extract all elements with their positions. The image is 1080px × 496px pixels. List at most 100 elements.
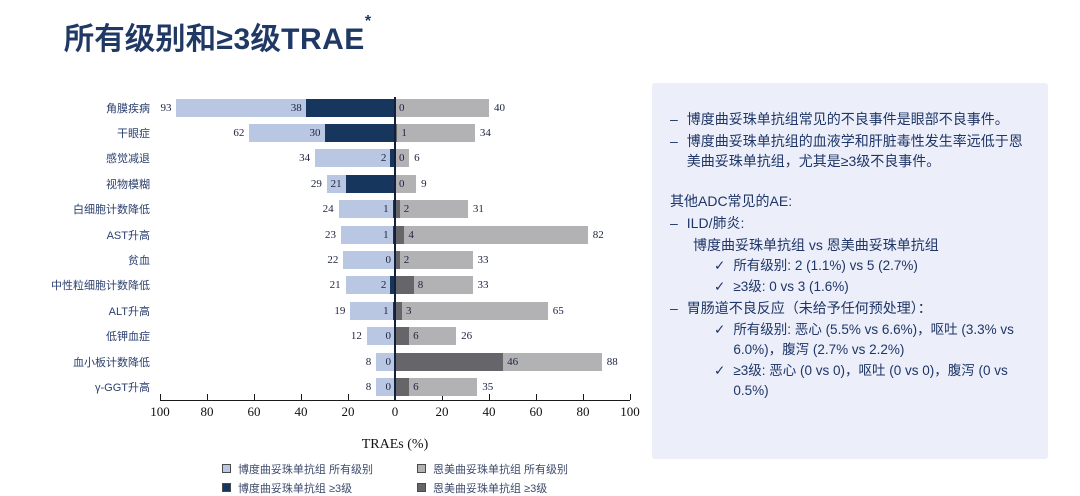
value-right-all: 31 [472, 203, 484, 216]
row-plot: 62 30 1 34 [160, 120, 630, 145]
bar-row: 血小板计数降低 8 0 46 88 [0, 349, 648, 374]
axis-tick-label: 20 [341, 403, 355, 419]
axis-tick-label: 60 [529, 403, 543, 419]
value-right-g3: 1 [401, 127, 407, 140]
bar-right-g3 [395, 352, 504, 371]
value-right-g3: 8 [417, 279, 424, 292]
panel-bullet-text: 所有级别: 恶心 (5.5% vs 6.6%)，呕吐 (3.3% vs 6.0%… [733, 321, 1014, 357]
bar-left-g3 [392, 200, 395, 219]
bar-left-g3 [305, 98, 395, 117]
category-label: 贫血 [128, 255, 150, 268]
value-right-all: 35 [482, 380, 494, 393]
row-plot: 12 0 6 26 [160, 324, 630, 349]
axis-tick [630, 393, 631, 400]
bar-right-all [395, 377, 478, 396]
value-left-g3: 0 [385, 254, 392, 267]
axis-tick-label: 80 [576, 403, 590, 419]
bar-row: ALT升高 19 1 3 65 [0, 298, 648, 323]
bar-left-all [350, 301, 395, 320]
value-right-all: 6 [414, 152, 420, 165]
value-left-all: 23 [324, 228, 336, 241]
row-plot: 19 1 3 65 [160, 298, 630, 323]
bar-right-all [395, 225, 588, 244]
value-left-all: 24 [322, 203, 334, 216]
bar-left-all [376, 352, 395, 371]
axis-tick [348, 393, 349, 400]
page-title-asterisk: * [364, 13, 372, 30]
axis-tick [301, 393, 302, 400]
category-label: ALT升高 [108, 305, 150, 318]
axis-tick-label: 100 [620, 403, 640, 419]
axis-tick [254, 393, 255, 400]
bar-right-all [395, 149, 410, 168]
panel-bullet-text: 博度曲妥珠单抗组的血液学和肝脏毒性发生率远低于恩美曲妥珠单抗组，尤其是≥3级不良… [686, 132, 1023, 170]
value-right-g3: 6 [413, 330, 419, 343]
bar-right-all [395, 276, 473, 295]
x-axis-title: TRAEs (%) [361, 436, 429, 452]
value-left-g3: 2 [380, 152, 387, 165]
bar-right-all [395, 124, 475, 143]
bar-left-g3 [392, 225, 395, 244]
bar-right-g3 [395, 200, 400, 219]
value-left-g3: 0 [385, 330, 392, 343]
panel-bullet-text: 博度曲妥珠单抗组常见的不良事件是眼部不良事件。 [686, 111, 1009, 127]
bar-row: AST升高 23 1 4 82 [0, 222, 648, 247]
value-right-g3: 0 [399, 101, 405, 114]
value-right-all: 88 [606, 355, 618, 368]
legend-label: 博度曲妥珠单抗组 所有级别 [237, 463, 373, 476]
legend-swatch-icon [417, 464, 426, 474]
bar-right-g3 [395, 251, 400, 270]
bar-left-g3 [345, 174, 395, 193]
summary-panel: – 博度曲妥珠单抗组常见的不良事件是眼部不良事件。 – 博度曲妥珠单抗组的血液学和肝脏… [652, 83, 1048, 459]
bar-left-all [338, 200, 395, 219]
bar-row: 低钾血症 12 0 6 26 [0, 324, 648, 349]
bar-left-g3 [392, 301, 395, 320]
category-label: 干眼症 [117, 128, 150, 141]
legend-label: 恩美曲妥珠单抗组 所有级别 [433, 463, 569, 476]
value-left-g3: 1 [383, 203, 389, 216]
axis-tick-label: 0 [391, 403, 399, 419]
bar-row: γ-GGT升高 8 0 6 35 [0, 374, 648, 399]
category-label: 角膜疾病 [106, 102, 150, 115]
panel-bullet-text: ILD/肺炎: [686, 214, 745, 231]
value-right-g3: 4 [408, 228, 414, 241]
dash-icon: – [670, 132, 678, 149]
value-left-g3: 1 [383, 304, 389, 317]
panel-subline: 博度曲妥珠单抗组 vs 恩美曲妥珠单抗组 [693, 236, 939, 253]
row-plot: 93 38 0 40 [160, 95, 630, 120]
bar-left-all [343, 251, 395, 270]
value-right-all: 33 [477, 279, 489, 292]
bar-right-g3 [395, 301, 403, 320]
panel-bullet: – ILD/肺炎: [670, 213, 1030, 234]
axis-tick [583, 393, 584, 400]
value-left-g3: 0 [385, 355, 392, 368]
panel-bullet: ✓ ≥3级: 0 vs 3 (1.6%) [670, 277, 1030, 297]
axis-tick-label: 40 [294, 403, 308, 419]
value-right-g3: 0 [399, 152, 405, 165]
axis-tick-label: 80 [200, 403, 214, 419]
bar-row: 中性粒细胞计数降低 21 2 8 33 [0, 273, 648, 298]
bar-row: 干眼症 62 30 1 34 [0, 120, 648, 145]
value-right-all: 33 [477, 254, 489, 267]
value-right-all: 82 [592, 228, 604, 241]
bar-right-all [395, 327, 457, 346]
value-right-all: 26 [461, 330, 473, 343]
axis-tick-label: 40 [482, 403, 496, 419]
value-left-g3: 21 [330, 177, 342, 190]
panel-bullet: – 胃肠道不良反应（未给予任何预处理）： [670, 298, 1030, 319]
value-right-g3: 0 [399, 177, 405, 190]
row-plot: 24 1 2 31 [160, 197, 630, 222]
bar-left-all [376, 377, 395, 396]
bar-right-g3 [395, 327, 410, 346]
check-icon: ✓ [714, 279, 726, 295]
value-right-all: 34 [479, 127, 491, 140]
check-icon: ✓ [714, 258, 726, 274]
row-plot: 29 21 0 9 [160, 171, 630, 196]
value-left-g3: 1 [383, 228, 389, 241]
bar-right-all [395, 301, 548, 320]
category-label: γ-GGT升高 [95, 381, 150, 394]
bar-right-all [395, 200, 468, 219]
category-label: 感觉减退 [106, 153, 150, 166]
dash-icon: – [670, 111, 678, 127]
